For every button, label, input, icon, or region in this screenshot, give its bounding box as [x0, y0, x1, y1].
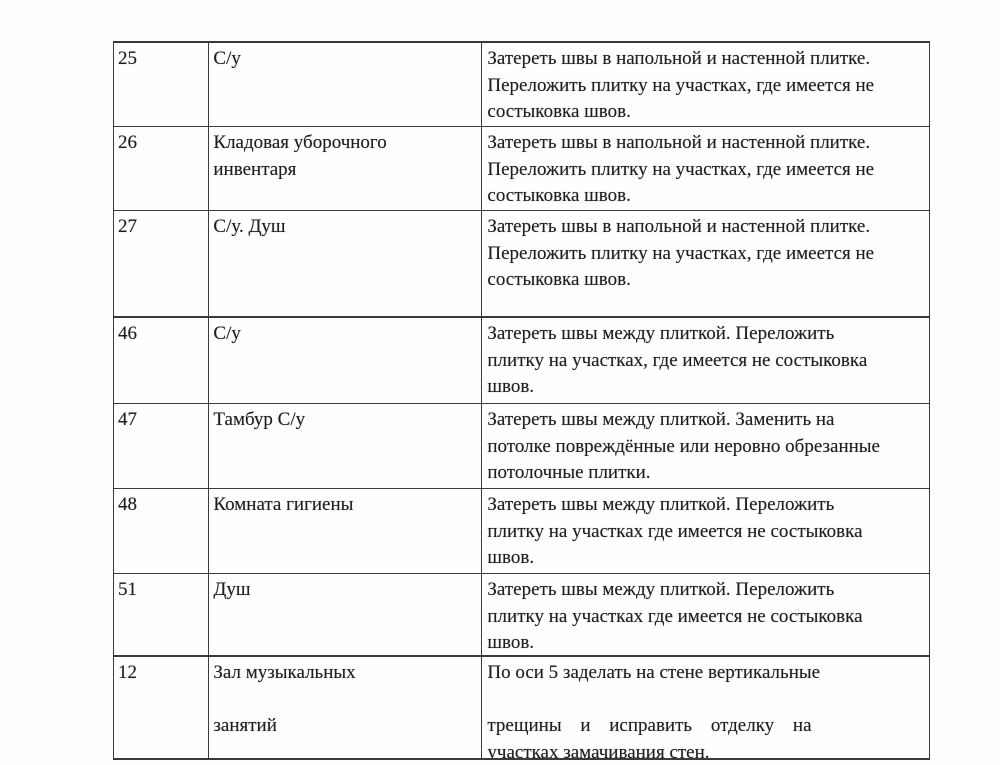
- room-name-line: [213, 687, 478, 714]
- row-number-cell: 46: [114, 318, 210, 403]
- work-description-cell: Затереть швы в напольной и настенной пли…: [482, 43, 929, 126]
- room-name-cell: С/у: [209, 318, 483, 403]
- work-text-line: швов.: [487, 547, 535, 569]
- work-text-line: состыковка швов.: [487, 101, 631, 123]
- room-name-cell: С/у. Душ: [209, 211, 483, 316]
- work-text-line: [487, 687, 926, 714]
- row-number-cell: 51: [114, 574, 210, 655]
- work-text-line: Затереть швы в напольной и настенной пли…: [487, 48, 871, 69]
- room-name-line: С/у: [213, 48, 241, 69]
- table-row: 27 С/у. Душ Затереть швы в напольной и н…: [114, 211, 929, 318]
- work-description-cell: Затереть швы между плиткой. Переложить п…: [482, 574, 929, 655]
- work-text-line: трещины и исправить отделку на: [487, 715, 812, 737]
- work-description-cell: Затереть швы между плиткой. Переложить п…: [482, 318, 929, 403]
- room-name-line: Душ: [213, 579, 251, 600]
- row-number: 12: [118, 662, 137, 683]
- room-name-cell: Кладовая уборочного инвентаря: [209, 127, 483, 210]
- room-name-cell: С/у: [209, 43, 483, 126]
- room-name-line: Комната гигиены: [213, 494, 354, 515]
- row-number: 27: [118, 216, 137, 237]
- row-number-cell: 25: [114, 43, 210, 126]
- work-text-line: участках замачивания стен.: [487, 741, 710, 758]
- room-name-line: занятий: [213, 715, 277, 737]
- work-text-line: швов.: [487, 376, 535, 398]
- work-description-cell: Затереть швы в напольной и настенной пли…: [482, 127, 929, 210]
- work-text-line: Затереть швы в напольной и настенной пли…: [487, 132, 871, 153]
- defects-table: 25 С/у Затереть швы в напольной и настен…: [113, 41, 930, 760]
- row-number: 51: [118, 579, 137, 600]
- row-number-cell: 47: [114, 404, 210, 488]
- row-number-cell: 48: [114, 489, 210, 573]
- row-number: 48: [118, 494, 137, 515]
- table-row: 48 Комната гигиены Затереть швы между пл…: [114, 489, 929, 574]
- work-text-line: плитку на участках где имеется не состык…: [487, 520, 863, 542]
- row-number-cell: 26: [114, 127, 210, 210]
- work-text-line: По оси 5 заделать на стене вертикальные: [487, 662, 821, 683]
- work-text-line: потолке повреждённые или неровно обрезан…: [487, 435, 880, 457]
- table-row: 46 С/у Затереть швы между плиткой. Перел…: [114, 318, 929, 404]
- room-name-cell: Душ: [209, 574, 483, 655]
- work-description-cell: Затереть швы в напольной и настенной пли…: [482, 211, 929, 316]
- work-description-cell: Затереть швы между плиткой. Переложить п…: [482, 489, 929, 573]
- room-name-cell: Комната гигиены: [209, 489, 483, 573]
- room-name-line: Зал музыкальных: [213, 662, 356, 683]
- room-name-line: Тамбур С/у: [213, 409, 306, 430]
- work-text-line: Затереть швы между плиткой. Переложить: [487, 579, 835, 600]
- work-text-line: Переложить плитку на участках, где имеет…: [487, 74, 875, 96]
- work-text-line: плитку на участках, где имеется не состы…: [487, 349, 868, 371]
- table-row: 12 Зал музыкальных занятий По оси 5 заде…: [114, 657, 929, 759]
- work-description-cell: По оси 5 заделать на стене вертикальные …: [482, 657, 929, 758]
- work-text-line: потолочные плитки.: [487, 462, 651, 484]
- table-row: 25 С/у Затереть швы в напольной и настен…: [114, 43, 929, 127]
- room-name-line: С/у: [213, 323, 241, 344]
- work-text-line: Затереть швы между плиткой. Переложить: [487, 323, 835, 344]
- room-name-line: С/у. Душ: [213, 216, 286, 237]
- work-description-cell: Затереть швы между плиткой. Заменить на …: [482, 404, 929, 488]
- row-number-cell: 27: [114, 211, 210, 316]
- room-name-cell: Зал музыкальных занятий: [209, 657, 483, 758]
- work-text-line: состыковка швов.: [487, 269, 631, 291]
- work-text-line: Переложить плитку на участках, где имеет…: [487, 242, 875, 264]
- row-number: 47: [118, 409, 137, 430]
- work-text-line: Затереть швы в напольной и настенной пли…: [487, 216, 871, 237]
- room-name-line: Кладовая уборочного: [213, 132, 387, 153]
- work-text-line: швов.: [487, 632, 535, 654]
- room-name-cell: Тамбур С/у: [209, 404, 483, 488]
- row-number-cell: 12: [114, 657, 210, 758]
- table-row: 26 Кладовая уборочного инвентаря Затерет…: [114, 127, 929, 211]
- work-text-line: Затереть швы между плиткой. Переложить: [487, 494, 835, 515]
- work-text-line: плитку на участках где имеется не состык…: [487, 605, 863, 627]
- room-name-line: инвентаря: [213, 158, 297, 180]
- row-number: 26: [118, 132, 137, 153]
- row-number: 25: [118, 48, 137, 69]
- table-row: 47 Тамбур С/у Затереть швы между плиткой…: [114, 404, 929, 489]
- work-text-line: Переложить плитку на участках, где имеет…: [487, 158, 875, 180]
- row-number: 46: [118, 323, 137, 344]
- work-text-line: Затереть швы между плиткой. Заменить на: [487, 409, 835, 430]
- work-text-line: состыковка швов.: [487, 185, 631, 207]
- table-row: 51 Душ Затереть швы между плиткой. Перел…: [114, 574, 929, 657]
